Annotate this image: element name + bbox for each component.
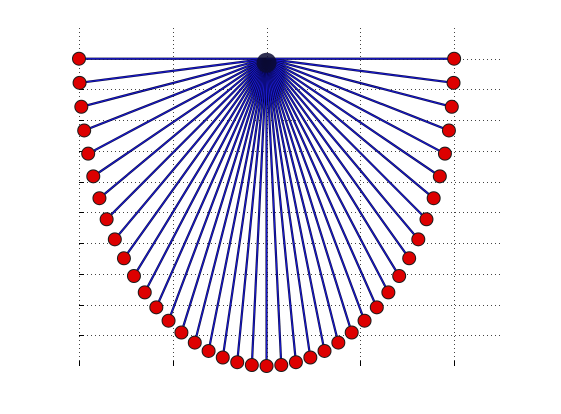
node-2	[74, 99, 89, 114]
node-29	[381, 285, 396, 300]
spoke-21	[265, 58, 282, 366]
spoke-33	[266, 58, 427, 220]
node-25	[331, 335, 346, 350]
node-24	[317, 343, 332, 358]
node-19	[244, 358, 259, 373]
node-17	[215, 350, 230, 365]
spoke-13	[167, 58, 268, 321]
node-markers	[72, 51, 462, 373]
node-30	[392, 269, 407, 284]
node-33	[419, 212, 434, 227]
node-14	[174, 325, 189, 340]
node-15	[187, 335, 202, 350]
spoke-18	[236, 58, 268, 363]
node-39	[446, 75, 461, 90]
node-26	[344, 325, 359, 340]
spoke-11	[144, 58, 268, 293]
spoke-8	[114, 58, 268, 240]
spoke-7	[106, 58, 267, 220]
spoke-36	[266, 58, 446, 155]
spoke-15	[194, 58, 268, 343]
spoke-35	[266, 58, 441, 177]
node-40	[447, 51, 462, 66]
spoke-10	[133, 58, 268, 277]
spoke-4	[87, 58, 267, 155]
node-3	[77, 123, 92, 138]
node-7	[99, 212, 114, 227]
spoke-2	[81, 58, 267, 108]
spoke-14	[180, 58, 268, 333]
node-37	[441, 123, 456, 138]
spoke-24	[265, 58, 326, 352]
hub-cluster	[256, 52, 277, 73]
spoke-37	[266, 58, 450, 132]
node-12	[149, 300, 164, 315]
spoke-39	[266, 58, 454, 84]
node-6	[92, 191, 107, 206]
node-31	[402, 251, 417, 266]
node-9	[116, 251, 131, 266]
spoke-lines	[79, 57, 455, 366]
node-36	[437, 146, 452, 161]
node-8	[107, 232, 122, 247]
node-10	[126, 269, 141, 284]
spoke-27	[265, 58, 366, 321]
spoke-17	[222, 58, 268, 358]
spoke-1	[79, 58, 267, 84]
node-38	[444, 99, 459, 114]
spoke-25	[265, 58, 339, 343]
node-27	[357, 313, 372, 328]
spoke-9	[123, 58, 268, 259]
node-21	[274, 358, 289, 373]
hub	[256, 52, 277, 73]
spoke-16	[208, 58, 268, 352]
node-34	[426, 191, 441, 206]
spoke-29	[266, 58, 389, 293]
node-16	[201, 343, 216, 358]
spoke-5	[92, 58, 267, 177]
node-1	[72, 75, 87, 90]
node-22	[288, 355, 303, 370]
spoke-23	[265, 58, 311, 358]
node-28	[369, 300, 384, 315]
spoke-31	[266, 58, 410, 259]
node-20	[259, 359, 274, 373]
spoke-28	[266, 58, 378, 308]
node-18	[230, 355, 245, 370]
spoke-32	[266, 58, 419, 240]
node-11	[137, 285, 152, 300]
spoke-12	[155, 58, 268, 308]
node-13	[161, 313, 176, 328]
node-4	[81, 146, 96, 161]
node-0	[72, 51, 86, 66]
node-5	[86, 169, 101, 184]
spoke-26	[265, 58, 353, 333]
node-23	[303, 350, 318, 365]
spoke-38	[266, 58, 452, 108]
spoke-34	[266, 58, 435, 199]
spoke-22	[265, 58, 297, 363]
node-32	[411, 232, 426, 247]
spoke-30	[266, 58, 400, 277]
spoke-19	[251, 58, 268, 366]
node-35	[432, 169, 447, 184]
spoke-6	[99, 58, 267, 199]
spoke-3	[83, 58, 267, 132]
